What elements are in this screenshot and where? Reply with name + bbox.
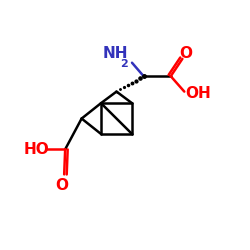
Text: O: O	[55, 178, 68, 194]
Text: HO: HO	[23, 142, 49, 157]
Text: 2: 2	[120, 59, 128, 69]
Text: O: O	[180, 46, 193, 60]
Text: NH: NH	[103, 46, 128, 60]
Text: OH: OH	[185, 86, 211, 101]
